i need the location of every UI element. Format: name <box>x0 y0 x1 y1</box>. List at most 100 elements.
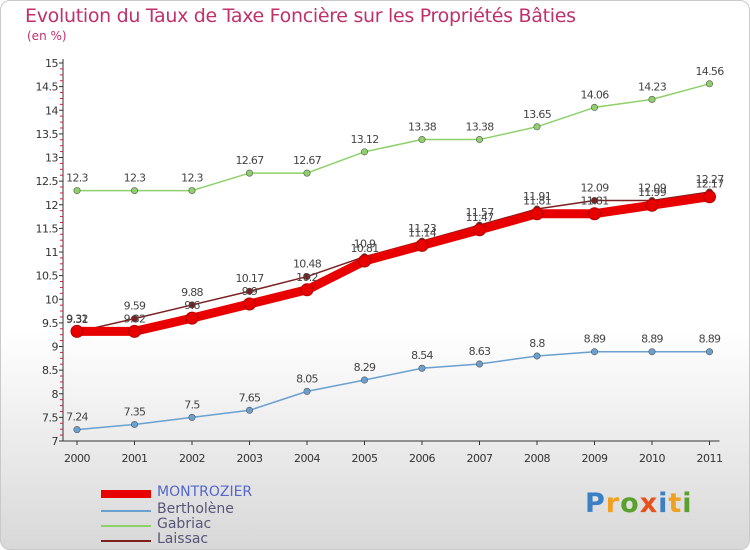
data-point <box>530 207 544 221</box>
data-point <box>246 169 254 177</box>
data-point <box>360 148 368 156</box>
y-tick-label: 7 <box>52 435 59 448</box>
legend-swatch <box>101 510 151 512</box>
data-label: 9.9 <box>242 285 258 298</box>
x-tick-label: 2001 <box>122 452 148 465</box>
y-tick-label: 13.5 <box>36 128 59 141</box>
data-label: 7.35 <box>124 405 146 418</box>
data-point <box>300 283 314 297</box>
data-label: 8.89 <box>641 333 663 346</box>
x-tick-label: 2005 <box>352 452 378 465</box>
data-point <box>475 360 483 368</box>
x-tick-label: 2010 <box>639 452 665 465</box>
data-label: 7.24 <box>66 411 88 424</box>
chart-title: Evolution du Taux de Taxe Foncière sur l… <box>25 5 576 27</box>
data-point <box>243 297 256 311</box>
x-tick-label: 2003 <box>237 452 263 465</box>
data-point <box>246 406 254 414</box>
y-tick-label: 10 <box>45 293 58 306</box>
data-point <box>415 238 429 252</box>
data-point <box>590 348 598 356</box>
data-point <box>533 123 541 131</box>
data-point <box>645 198 659 212</box>
proxiti-logo: Proxiti <box>585 488 693 519</box>
data-point <box>648 348 656 356</box>
data-point <box>188 301 196 309</box>
logo-letter: i <box>682 488 693 519</box>
data-point <box>475 136 483 144</box>
data-label: 11.81 <box>581 195 609 208</box>
y-tick-label: 9 <box>52 341 59 354</box>
data-label: 11.23 <box>408 222 437 235</box>
data-label: 12.17 <box>696 178 725 191</box>
data-point <box>703 190 716 204</box>
data-point <box>648 95 656 103</box>
data-point <box>418 136 426 144</box>
y-tick-label: 12 <box>45 199 58 212</box>
y-tick-label: 11.5 <box>36 222 59 235</box>
data-point <box>303 387 311 395</box>
data-label: 7.65 <box>239 391 261 404</box>
data-point <box>73 426 81 434</box>
data-label: 13.65 <box>523 108 552 121</box>
logo-letter: P <box>585 488 606 519</box>
data-point <box>131 187 139 195</box>
data-point <box>128 324 141 338</box>
data-label: 9.6 <box>184 299 200 312</box>
data-point <box>131 315 139 323</box>
series-line <box>76 83 711 192</box>
data-label: 12.67 <box>293 154 322 167</box>
data-label: 8.89 <box>584 333 606 346</box>
data-label: 13.12 <box>351 133 379 146</box>
data-label: 11.57 <box>466 206 495 219</box>
data-label: 8.89 <box>699 333 721 346</box>
logo-letter: x <box>639 488 659 519</box>
legend-swatch <box>101 490 151 498</box>
data-label: 13.38 <box>466 121 495 134</box>
y-tick-label: 11 <box>45 246 58 259</box>
x-tick-label: 2008 <box>524 452 550 465</box>
data-label: 12.3 <box>181 172 203 185</box>
data-point <box>588 207 601 221</box>
data-point <box>73 187 81 195</box>
data-label: 9.32 <box>66 312 88 325</box>
data-point <box>188 187 196 195</box>
logo-letter: i <box>658 488 669 519</box>
y-tick-label: 10.5 <box>36 270 59 283</box>
data-label: 10.81 <box>351 242 379 255</box>
data-point <box>533 352 541 360</box>
y-tick-label: 14 <box>45 104 58 117</box>
y-tick-label: 13 <box>45 152 58 165</box>
data-label: 11.99 <box>638 186 667 199</box>
data-label: 14.56 <box>696 65 725 78</box>
data-point <box>360 376 368 384</box>
data-label: 10.2 <box>296 271 318 284</box>
logo-letter: o <box>620 488 640 519</box>
data-point <box>303 273 311 281</box>
data-label: 12.3 <box>124 172 146 185</box>
data-label: 10.48 <box>293 258 322 271</box>
data-point <box>188 413 196 421</box>
data-label: 12.27 <box>696 173 725 186</box>
data-label: 12.3 <box>66 172 88 185</box>
data-point <box>131 420 139 428</box>
y-tick-label: 12.5 <box>36 175 59 188</box>
chart-unit: (en %) <box>27 29 67 43</box>
data-label: 8.29 <box>354 361 376 374</box>
data-label: 11.91 <box>523 190 551 203</box>
data-point <box>358 254 371 268</box>
x-tick-label: 2004 <box>294 452 320 465</box>
data-label: 12.67 <box>236 154 265 167</box>
x-tick-label: 2009 <box>582 452 608 465</box>
data-point <box>705 348 713 356</box>
series-line <box>76 350 711 431</box>
data-label: 12.09 <box>581 181 610 194</box>
y-tick-label: 8.5 <box>42 364 58 377</box>
legend-label: Gabriac <box>157 516 212 532</box>
data-label: 8.63 <box>469 345 491 358</box>
x-tick-label: 2007 <box>467 452 493 465</box>
data-label: 9.59 <box>124 300 146 313</box>
data-label: 14.23 <box>638 80 667 93</box>
data-point <box>590 196 598 204</box>
